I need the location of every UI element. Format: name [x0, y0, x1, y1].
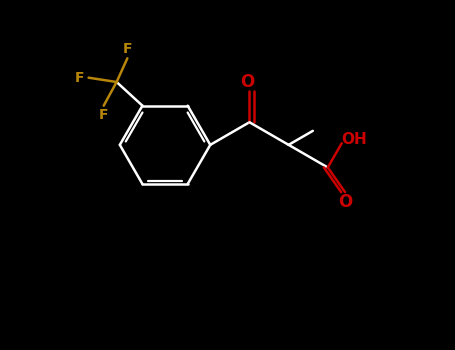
Text: OH: OH [341, 132, 367, 147]
Text: O: O [240, 73, 254, 91]
Text: F: F [74, 71, 84, 85]
Text: F: F [99, 108, 108, 122]
Text: O: O [338, 193, 352, 211]
Text: F: F [122, 42, 132, 56]
